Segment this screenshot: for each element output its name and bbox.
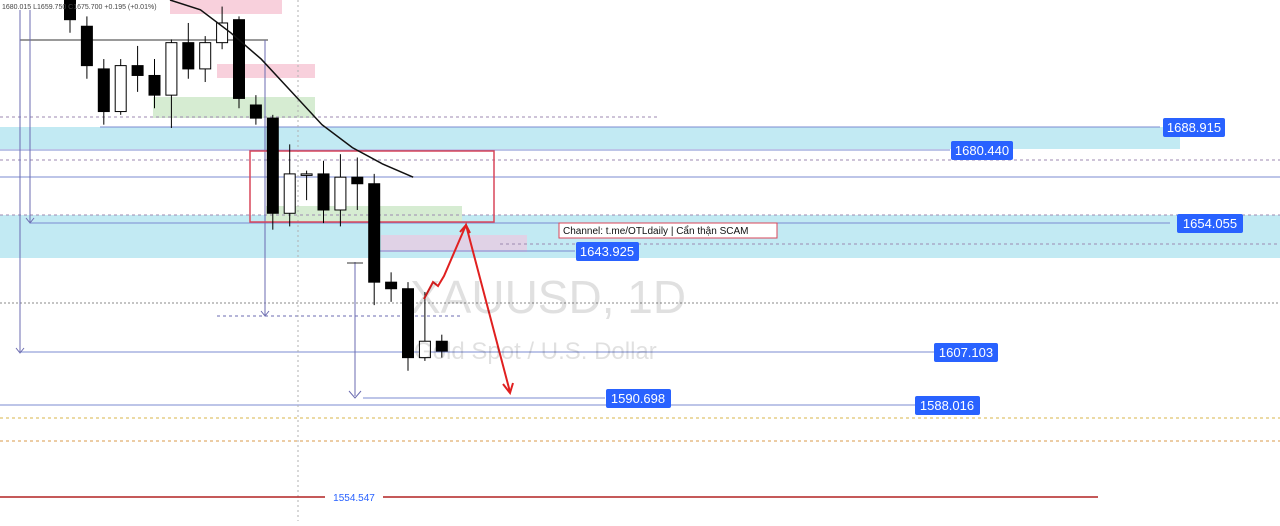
candle-body-bull — [199, 42, 212, 70]
candle-body-bear — [385, 281, 398, 290]
zone-pink-mid — [217, 64, 315, 78]
price-tag-label: 1643.925 — [580, 244, 634, 259]
candle-body-bull — [165, 42, 178, 96]
candle — [249, 95, 262, 125]
candle-body-bear — [80, 25, 93, 67]
zones-layer — [0, 0, 1280, 258]
candle-body-bull — [114, 65, 127, 113]
price-tag-bg — [915, 396, 980, 415]
candle — [418, 292, 431, 361]
candle — [385, 272, 398, 302]
forecast-path — [423, 221, 514, 396]
price-tag-1688[interactable]: 1688.915 — [1163, 118, 1225, 137]
zone-purple — [381, 235, 527, 252]
candle-body-bear — [317, 173, 330, 211]
measure-mid-head — [260, 310, 270, 317]
candle — [131, 45, 144, 92]
price-tag-1588[interactable]: 1588.016 — [915, 396, 980, 415]
candle — [97, 59, 110, 125]
candle-body-bear — [64, 0, 76, 21]
price-tag-1607[interactable]: 1607.103 — [934, 343, 998, 362]
forecast-zigzag — [423, 221, 511, 393]
candle-body-bull — [283, 173, 296, 214]
candle — [317, 160, 330, 224]
candle — [266, 114, 279, 230]
candle — [114, 59, 127, 115]
candle-body-bear — [266, 117, 279, 214]
price-tag-label: 1588.016 — [920, 398, 974, 413]
price-tag-bg — [576, 242, 639, 261]
candle — [368, 173, 381, 306]
candle — [199, 36, 212, 83]
price-tag-bg — [1163, 118, 1225, 137]
candle — [283, 144, 296, 227]
candle-body-bear — [182, 42, 195, 70]
candle-body-bear — [351, 176, 364, 185]
candles-layer — [64, 0, 448, 371]
candle-body-bull — [334, 176, 347, 211]
bottom-level-label: 1554.547 — [333, 493, 375, 504]
candle — [148, 59, 161, 109]
candle — [435, 334, 448, 358]
price-tag-label: 1607.103 — [939, 345, 993, 360]
ohlc-header: 1680.015 L1659.750 C1675.700 +0.195 (+0.… — [2, 4, 157, 11]
measure-left-1-head — [15, 347, 25, 354]
channel-annotation-label: Channel: t.me/OTLdaily | Cẩn thận SCAM — [563, 225, 748, 237]
price-tag-1680[interactable]: 1680.440 — [951, 141, 1013, 160]
candle-body-bear — [368, 183, 381, 283]
forecast-arrow-down-head — [502, 382, 514, 396]
candle-body-bull — [418, 340, 431, 359]
watermark-symbol: XAUUSD, 1D — [410, 271, 686, 323]
candle-body-bear — [131, 65, 144, 76]
price-tag-bg — [951, 141, 1013, 160]
candle-body-bull — [216, 22, 229, 44]
price-tag-1654[interactable]: 1654.055 — [1177, 214, 1243, 233]
candle — [351, 157, 364, 210]
candle — [402, 282, 414, 371]
channel-annotation-box — [558, 222, 778, 239]
zone-green-upper — [153, 97, 315, 118]
candle — [165, 39, 178, 128]
price-tag-1643[interactable]: 1643.925 — [576, 242, 639, 261]
candle-body-bear — [233, 19, 245, 99]
forecast-arrow-up-head — [459, 223, 471, 234]
candle — [64, 0, 76, 33]
watermark-description: Gold Spot / U.S. Dollar — [414, 338, 657, 365]
moving-average-line — [169, 0, 414, 178]
price-tag-bg — [1177, 214, 1243, 233]
zone-cyan-upper — [0, 127, 1180, 149]
candle-body-bull — [300, 173, 313, 176]
candle — [334, 154, 347, 227]
price-tag-label: 1590.698 — [611, 391, 665, 406]
price-tag-1590[interactable]: 1590.698 — [606, 389, 671, 408]
price-tag-bg — [606, 389, 671, 408]
price-tag-label: 1654.055 — [1183, 216, 1237, 231]
candle-body-bear — [402, 288, 414, 359]
candle — [233, 16, 245, 109]
channel-annotation[interactable]: Channel: t.me/OTLdaily | Cẩn thận SCAM — [558, 222, 778, 239]
candle — [216, 6, 229, 50]
candle-body-bear — [148, 74, 161, 96]
measure-left-2-head — [25, 217, 35, 224]
candle-body-bear — [97, 68, 110, 113]
zone-green-lower — [266, 206, 462, 222]
candle — [80, 16, 93, 79]
measure-down-head — [348, 390, 362, 399]
candle-body-bear — [249, 104, 262, 119]
candle — [300, 170, 313, 201]
price-tag-bg — [934, 343, 998, 362]
price-tag-label: 1680.440 — [955, 143, 1009, 158]
price-tag-label: 1688.915 — [1167, 120, 1221, 135]
zone-pink-top — [170, 0, 282, 14]
candle — [182, 22, 195, 79]
candle-body-bear — [435, 340, 448, 352]
